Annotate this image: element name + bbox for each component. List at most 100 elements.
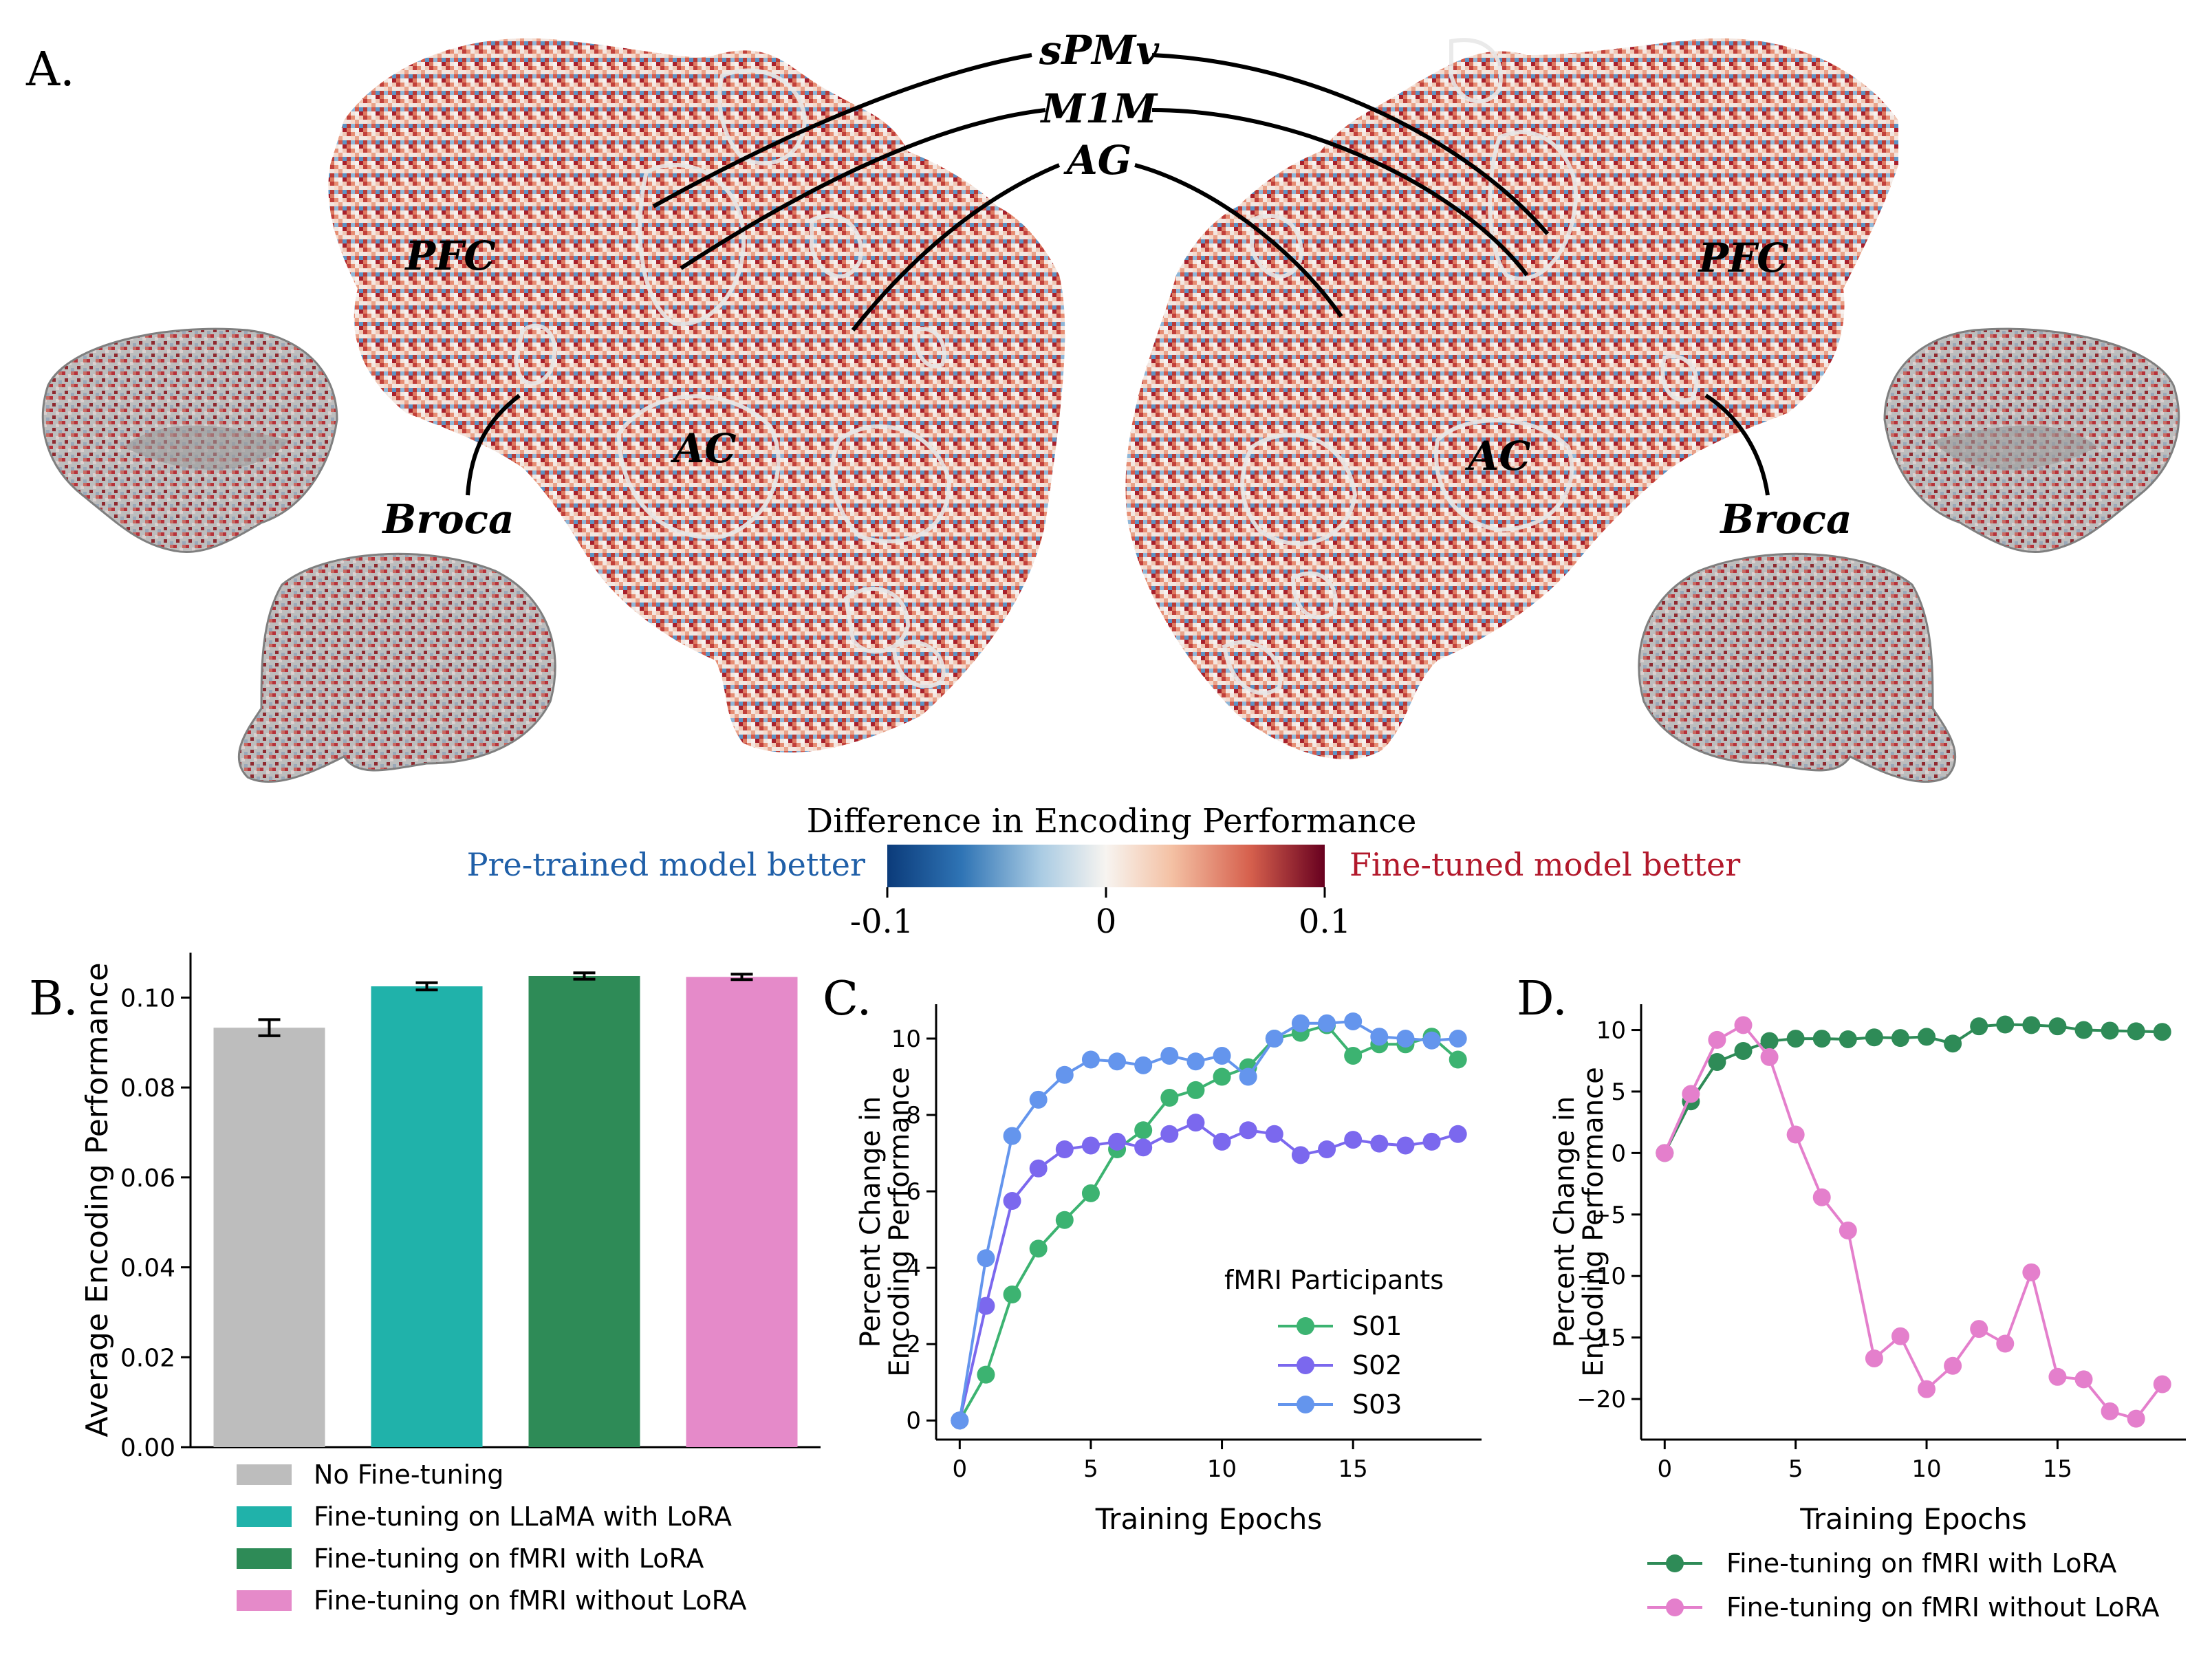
y-tick-label: −15 xyxy=(1576,1325,1626,1352)
series-point xyxy=(2022,1016,2041,1034)
series-point xyxy=(951,1411,969,1430)
series-point xyxy=(1318,1014,1336,1032)
b-legend-label: No Fine-tuning xyxy=(314,1460,503,1490)
series-point xyxy=(1344,1012,1363,1030)
b-bar xyxy=(213,1028,325,1447)
series-point xyxy=(1029,1239,1048,1258)
d-legend-label: Fine-tuning on fMRI with LoRA xyxy=(1726,1548,2116,1579)
series-point xyxy=(1370,1134,1389,1153)
series-point xyxy=(1970,1320,1988,1338)
x-tick-label: 0 xyxy=(1657,1455,1672,1483)
series-point xyxy=(1422,1031,1441,1050)
b-bar xyxy=(686,977,798,1447)
series-point xyxy=(1213,1132,1231,1151)
series-point xyxy=(977,1249,995,1268)
series-point xyxy=(1108,1052,1127,1071)
d-legend-marker xyxy=(1666,1598,1684,1616)
series-point xyxy=(1839,1030,1857,1048)
series-point xyxy=(1396,1029,1415,1048)
x-tick-label: 10 xyxy=(1911,1455,1941,1483)
series-point xyxy=(1970,1017,1988,1036)
series-point xyxy=(1422,1132,1441,1151)
series-point xyxy=(1734,1016,1753,1034)
d-legend-marker xyxy=(1666,1554,1684,1572)
b-y-tick-label: 0.10 xyxy=(120,984,175,1012)
series-point xyxy=(1291,1146,1310,1164)
x-tick-label: 5 xyxy=(1083,1455,1098,1483)
series-point xyxy=(1812,1188,1831,1206)
series-point xyxy=(1708,1030,1726,1049)
b-bar xyxy=(371,986,483,1447)
b-y-tick-label: 0.04 xyxy=(120,1255,175,1283)
b-legend-label: Fine-tuning on fMRI without LoRA xyxy=(314,1585,747,1616)
label-m1m: M1M xyxy=(1040,85,1159,132)
y-axis-label-line: Percent Change in xyxy=(1549,1096,1581,1348)
series-point xyxy=(1996,1015,2015,1034)
colorbar-title: Difference in Encoding Performance xyxy=(807,802,1417,841)
y-axis-label-line: Percent Change in xyxy=(855,1096,887,1348)
c-legend-marker xyxy=(1297,1356,1314,1374)
series-point xyxy=(1003,1286,1021,1303)
series-point xyxy=(1108,1132,1127,1151)
series-point xyxy=(1656,1144,1674,1162)
series-point xyxy=(1213,1067,1231,1086)
series-point xyxy=(2048,1367,2067,1386)
series-point xyxy=(1786,1125,1805,1144)
series-point xyxy=(1029,1159,1048,1178)
series-point xyxy=(1081,1184,1100,1202)
series-point xyxy=(1865,1349,1883,1367)
c-legend-label: S01 xyxy=(1352,1311,1402,1341)
x-tick-label: 15 xyxy=(1338,1455,1368,1483)
colorbar-tick-min: -0.1 xyxy=(850,902,914,941)
b-legend-swatch xyxy=(237,1506,292,1527)
series-point xyxy=(1812,1030,1831,1048)
y-tick-label: 8 xyxy=(906,1102,921,1129)
label-pfc-right: PFC xyxy=(1698,235,1789,281)
series-point xyxy=(1134,1056,1153,1074)
label-broca-right: Broca xyxy=(1719,496,1852,543)
y-tick-label: 5 xyxy=(1611,1078,1626,1106)
inflated-brain-left-medial xyxy=(237,552,556,783)
label-ac-left: AC xyxy=(670,425,736,472)
series-point xyxy=(1344,1131,1363,1149)
b-legend-label: Fine-tuning on LLaMA with LoRA xyxy=(314,1501,732,1532)
x-tick-label: 15 xyxy=(2043,1455,2072,1483)
b-legend-swatch xyxy=(237,1464,292,1485)
series-point xyxy=(1918,1028,1936,1046)
colorbar: Difference in Encoding Performance Pre-t… xyxy=(467,802,1741,941)
series-point xyxy=(1055,1065,1074,1084)
x-tick-label: 10 xyxy=(1207,1455,1237,1483)
y-tick-label: 0 xyxy=(1611,1140,1626,1167)
series-point xyxy=(1449,1050,1467,1069)
series-point xyxy=(2074,1370,2093,1389)
series-point xyxy=(2101,1021,2119,1040)
b-y-tick-label: 0.00 xyxy=(120,1434,175,1462)
label-broca-left: Broca xyxy=(381,496,514,543)
series-point xyxy=(1944,1356,1962,1375)
y-axis-label-line: Encoding Performance xyxy=(1578,1067,1609,1377)
y-tick-label: −20 xyxy=(1576,1386,1626,1413)
b-bar xyxy=(528,975,640,1447)
c-legend-marker xyxy=(1297,1396,1314,1413)
series-point xyxy=(1682,1085,1700,1103)
series-point xyxy=(2101,1402,2119,1420)
colorbar-left-label: Pre-trained model better xyxy=(467,846,865,883)
series-point xyxy=(1160,1125,1179,1143)
series-point xyxy=(1160,1046,1179,1065)
series-point xyxy=(1055,1211,1074,1229)
series-point xyxy=(1239,1121,1257,1140)
b-legend-label: Fine-tuning on fMRI with LoRA xyxy=(314,1543,704,1574)
panel-label-c: C. xyxy=(823,972,871,1026)
series-point xyxy=(2048,1017,2067,1036)
c-legend-label: S02 xyxy=(1352,1350,1402,1380)
y-tick-label: 2 xyxy=(906,1331,921,1358)
b-y-tick-label: 0.06 xyxy=(120,1164,175,1193)
series-point xyxy=(1081,1136,1100,1155)
right-flatmap xyxy=(1125,38,1898,759)
series-point xyxy=(1213,1046,1231,1065)
series-point xyxy=(1186,1081,1205,1099)
panel-label-b: B. xyxy=(29,972,78,1026)
series-point xyxy=(977,1297,995,1315)
label-ag: AG xyxy=(1063,137,1132,184)
